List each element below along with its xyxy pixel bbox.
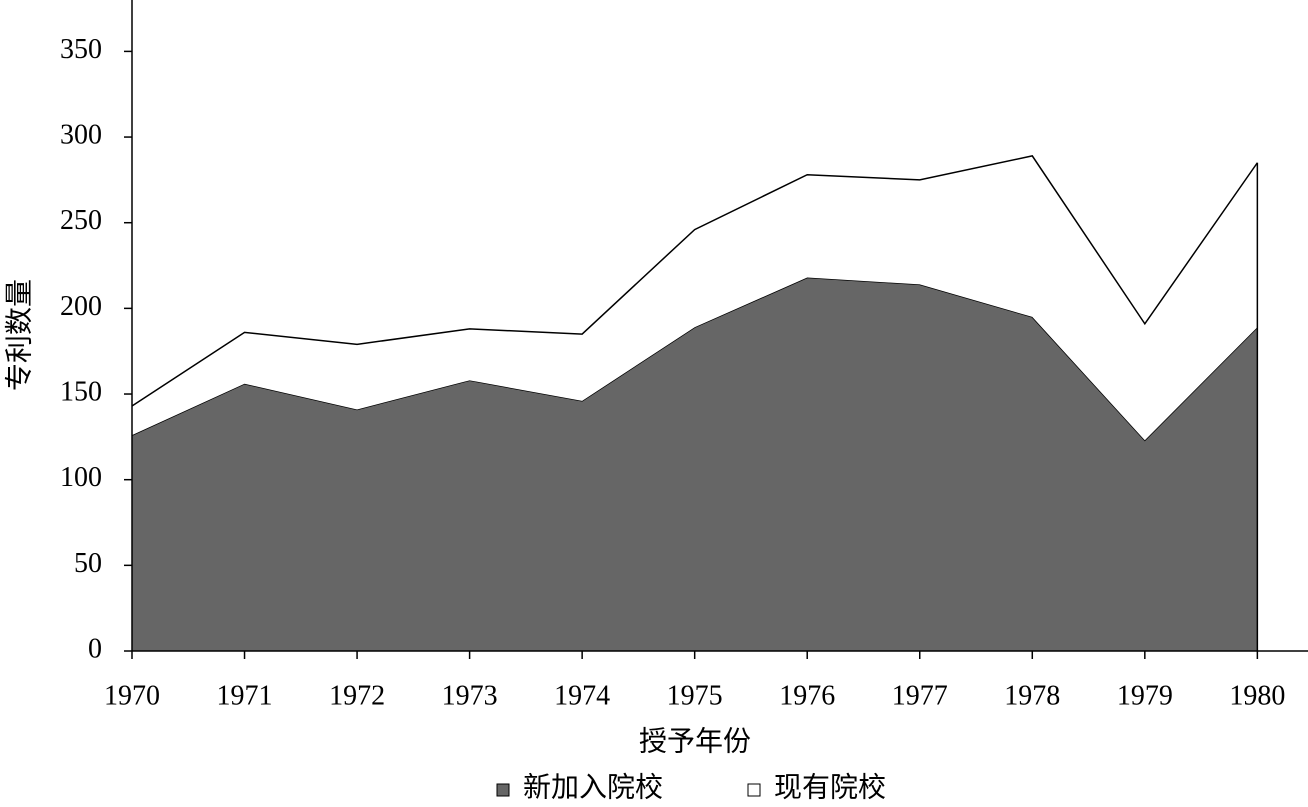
area: [132, 155, 1258, 441]
legend-label: 现有院校: [774, 771, 886, 803]
y-axis-label: 专利数量: [3, 279, 35, 391]
x-tick-label: 1974: [554, 680, 610, 711]
x-tick-label: 1973: [442, 680, 498, 711]
x-tick-label: 1977: [892, 680, 948, 711]
y-tick-label: 250: [60, 205, 102, 236]
y-tick-label: 100: [60, 462, 102, 493]
legend-swatch: [496, 783, 510, 797]
x-tick-label: 1980: [1229, 680, 1285, 711]
x-tick-label: 1979: [1117, 680, 1173, 711]
area-edge: [131, 155, 1258, 407]
x-tick-label: 1971: [217, 680, 273, 711]
y-tick-label: 200: [60, 291, 102, 322]
y-tick-label: 300: [60, 119, 102, 150]
legend-label: 新加入院校: [523, 771, 663, 803]
x-tick-label: 1972: [329, 680, 385, 711]
y-tick-label: 150: [60, 376, 102, 407]
y-tick-label: 350: [60, 34, 102, 65]
y-tick-label: 50: [74, 548, 102, 579]
x-tick-label: 1970: [104, 680, 160, 711]
x-tick-label: 1978: [1004, 680, 1060, 711]
legend-swatch: [747, 783, 761, 797]
x-axis-label: 授予年份: [639, 725, 751, 757]
area: [132, 277, 1258, 651]
x-tick-label: 1976: [779, 680, 835, 711]
y-tick-label: 0: [88, 633, 102, 664]
x-tick-label: 1975: [667, 680, 723, 711]
